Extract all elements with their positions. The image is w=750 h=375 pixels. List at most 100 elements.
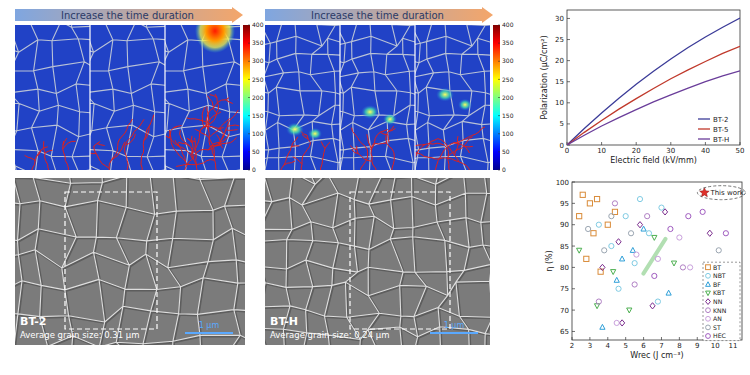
x-tick-label: 9 bbox=[695, 342, 699, 350]
data-point bbox=[577, 214, 582, 219]
y-tick-label: 95 bbox=[560, 200, 569, 208]
colorbar-tick bbox=[498, 133, 500, 134]
frame-divider bbox=[89, 25, 90, 170]
breakdown-path bbox=[367, 134, 372, 149]
figure: Increase the time duration05010015020025… bbox=[0, 0, 750, 375]
legend-label: BF bbox=[713, 281, 721, 288]
breakdown-path bbox=[176, 160, 215, 167]
colorbar-label: 350 bbox=[502, 39, 514, 46]
x-axis-label: Electric field (kV/mm) bbox=[610, 156, 697, 165]
y-axis-label: Polarization (μC/cm²) bbox=[540, 35, 549, 119]
scale-label: 1 μm bbox=[199, 321, 220, 330]
colorbar-tick bbox=[498, 115, 500, 116]
grain-size: Average grain size: 0.31 μm bbox=[20, 330, 140, 340]
colorbar-label: 50 bbox=[502, 148, 510, 155]
field-spot bbox=[361, 105, 379, 119]
data-point bbox=[612, 201, 617, 206]
breakdown-path bbox=[293, 157, 302, 164]
y-tick bbox=[567, 60, 570, 61]
y-tick bbox=[567, 39, 570, 40]
y-tick-label: 85 bbox=[560, 243, 569, 251]
x-tick-label: 10 bbox=[711, 342, 720, 350]
hot-spot bbox=[195, 25, 235, 53]
breakdown-path bbox=[293, 137, 298, 143]
y-tick bbox=[567, 123, 570, 124]
breakdown-path bbox=[171, 126, 178, 130]
simulation-frame bbox=[415, 25, 490, 170]
y-tick bbox=[567, 102, 570, 103]
breakdown-path bbox=[227, 125, 239, 126]
breakdown-path bbox=[280, 143, 293, 170]
breakdown-path bbox=[170, 130, 187, 164]
breakdown-path bbox=[350, 146, 357, 150]
data-point bbox=[600, 324, 605, 329]
x-tick-label: 8 bbox=[677, 342, 681, 350]
colorbar-tick bbox=[498, 79, 500, 80]
x-tick-label: 7 bbox=[659, 342, 663, 350]
simulation-frame bbox=[15, 25, 90, 170]
y-tick-label: 100 bbox=[556, 179, 569, 187]
y-tick bbox=[572, 224, 575, 225]
breakdown-path bbox=[94, 146, 109, 168]
data-point bbox=[655, 256, 660, 261]
data-point bbox=[662, 209, 667, 215]
y-tick-label: 75 bbox=[560, 285, 569, 293]
data-point bbox=[609, 214, 614, 219]
legend-label: This work bbox=[709, 189, 744, 197]
plot-frame bbox=[572, 182, 742, 340]
data-point bbox=[577, 248, 582, 253]
breakdown-path bbox=[202, 107, 205, 126]
panel-bt-h: Increase the time duration05010015020025… bbox=[236, 3, 538, 375]
legend-marker bbox=[706, 291, 711, 296]
breakdown-path bbox=[109, 119, 132, 170]
x-axis-label: Wrec (J cm⁻³) bbox=[630, 351, 683, 360]
data-point bbox=[627, 308, 632, 313]
x-tick-label: 40 bbox=[701, 147, 710, 155]
breakdown-path bbox=[207, 96, 212, 102]
colorbar bbox=[243, 25, 250, 170]
data-point bbox=[655, 299, 660, 304]
simulation-frame bbox=[265, 25, 340, 170]
colorbar-label: 100 bbox=[502, 130, 514, 137]
trend-arrow bbox=[643, 239, 665, 274]
scale-bar bbox=[430, 332, 478, 334]
y-tick-label: 20 bbox=[555, 57, 564, 65]
grain-boundaries bbox=[340, 25, 415, 170]
data-point bbox=[677, 235, 682, 240]
breakdown-path bbox=[63, 141, 69, 170]
simulation-frame bbox=[90, 25, 165, 170]
field-spot bbox=[308, 128, 322, 140]
sem-image bbox=[15, 178, 245, 345]
data-point bbox=[645, 214, 650, 219]
colorbar-label: 400 bbox=[502, 21, 514, 28]
breakdown-path bbox=[320, 142, 330, 170]
x-tick bbox=[572, 337, 573, 340]
breakdown-path bbox=[97, 144, 105, 146]
breakdown-path bbox=[195, 129, 214, 156]
legend-label: NBT bbox=[713, 272, 726, 279]
breakdown-path bbox=[184, 110, 239, 170]
breakdown-path bbox=[178, 143, 186, 161]
colorbar-label: 250 bbox=[502, 76, 514, 83]
scatter-chart: 23456789101165707580859095100Wrec (J cm⁻… bbox=[545, 179, 745, 361]
data-point bbox=[632, 261, 637, 266]
y-tick bbox=[572, 288, 575, 289]
breakdown-path bbox=[208, 112, 221, 130]
y-tick bbox=[572, 182, 575, 183]
colorbar-tick bbox=[248, 43, 250, 44]
data-point bbox=[650, 303, 655, 309]
data-point bbox=[637, 196, 642, 201]
breakdown-path bbox=[68, 141, 76, 143]
selection-box bbox=[350, 192, 450, 329]
legend-label: BT-H bbox=[713, 136, 729, 144]
legend-box bbox=[703, 262, 740, 340]
grain-boundaries bbox=[265, 178, 490, 345]
colorbar-tick bbox=[498, 61, 500, 62]
y-tick-label: 90 bbox=[560, 221, 569, 229]
data-point bbox=[686, 214, 691, 219]
x-tick bbox=[607, 337, 608, 340]
breakdown-path bbox=[226, 100, 233, 104]
colorbar-label: 100 bbox=[252, 130, 264, 137]
breakdown-path bbox=[94, 141, 101, 146]
colorbar-tick bbox=[248, 170, 250, 171]
